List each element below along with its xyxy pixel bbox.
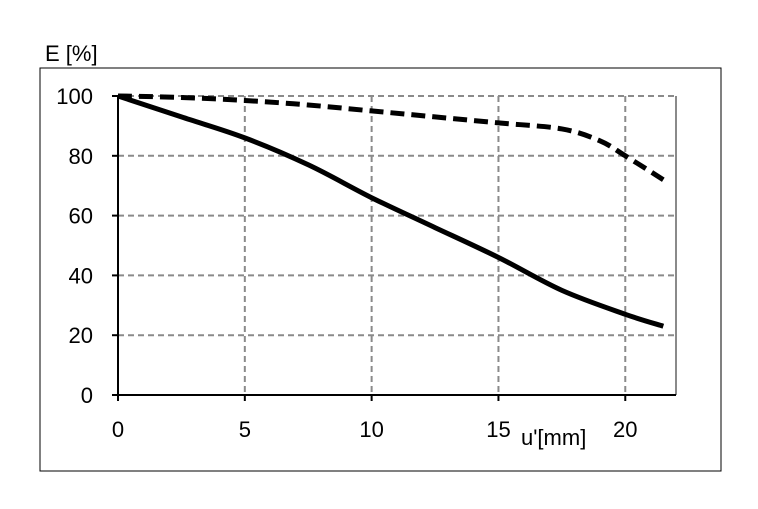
x-tick-label: 20 bbox=[613, 417, 637, 442]
x-axis-title: u'[mm] bbox=[521, 425, 586, 450]
y-tick-label: 60 bbox=[69, 204, 93, 229]
chart-frame bbox=[39, 67, 722, 472]
y-tick-label: 0 bbox=[81, 383, 93, 408]
x-tick-label: 10 bbox=[359, 417, 383, 442]
axes-layer bbox=[112, 95, 676, 401]
series-line-solid bbox=[117, 93, 665, 329]
y-axis-title: E [%] bbox=[45, 41, 98, 66]
y-tick-label: 20 bbox=[69, 323, 93, 348]
x-tick-label: 15 bbox=[486, 417, 510, 442]
series-layer bbox=[117, 93, 665, 329]
y-tick-label: 100 bbox=[56, 84, 93, 109]
series-line-dashed bbox=[117, 93, 665, 182]
x-tick-label: 5 bbox=[239, 417, 251, 442]
tick-labels: 0 20 40 60 80 100 0 5 10 15 20 bbox=[56, 84, 637, 442]
x-tick-label: 0 bbox=[112, 417, 124, 442]
y-tick-label: 80 bbox=[69, 144, 93, 169]
y-tick-label: 40 bbox=[69, 263, 93, 288]
grid-layer bbox=[118, 95, 677, 395]
